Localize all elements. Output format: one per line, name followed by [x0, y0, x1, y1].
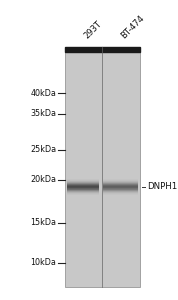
Bar [103, 188, 138, 189]
Bar [103, 194, 138, 195]
Bar [65, 46, 102, 52]
Text: 293T: 293T [82, 20, 103, 40]
Bar [67, 187, 99, 188]
Bar [103, 189, 138, 190]
Bar [67, 184, 99, 185]
Bar [67, 180, 99, 181]
Text: 15kDa: 15kDa [30, 218, 56, 227]
Text: DNPH1: DNPH1 [147, 182, 177, 191]
Bar [67, 182, 99, 183]
Bar [67, 193, 99, 194]
Bar [67, 183, 99, 184]
Text: 20kDa: 20kDa [30, 175, 56, 184]
Bar [102, 46, 140, 52]
Bar [67, 185, 99, 186]
Bar [67, 192, 99, 193]
Text: 40kDa: 40kDa [31, 89, 56, 98]
Text: 25kDa: 25kDa [30, 145, 56, 154]
Bar [103, 187, 138, 188]
Bar [103, 180, 138, 181]
Bar [103, 184, 138, 185]
Bar [67, 189, 99, 190]
Bar [67, 186, 99, 187]
Bar [103, 181, 138, 182]
Bar [65, 46, 140, 286]
Text: 10kDa: 10kDa [31, 258, 56, 267]
Bar [67, 190, 99, 191]
Bar [103, 191, 138, 192]
Bar [67, 191, 99, 192]
Bar [67, 181, 99, 182]
Bar [67, 179, 99, 180]
Bar [103, 192, 138, 193]
Bar [103, 182, 138, 183]
Bar [103, 186, 138, 187]
Bar [103, 193, 138, 194]
Bar [103, 185, 138, 186]
Bar [67, 188, 99, 189]
Text: BT-474: BT-474 [120, 14, 146, 40]
Bar [67, 194, 99, 195]
Text: 35kDa: 35kDa [30, 109, 56, 118]
Bar [103, 190, 138, 191]
Bar [103, 183, 138, 184]
Bar [103, 179, 138, 180]
